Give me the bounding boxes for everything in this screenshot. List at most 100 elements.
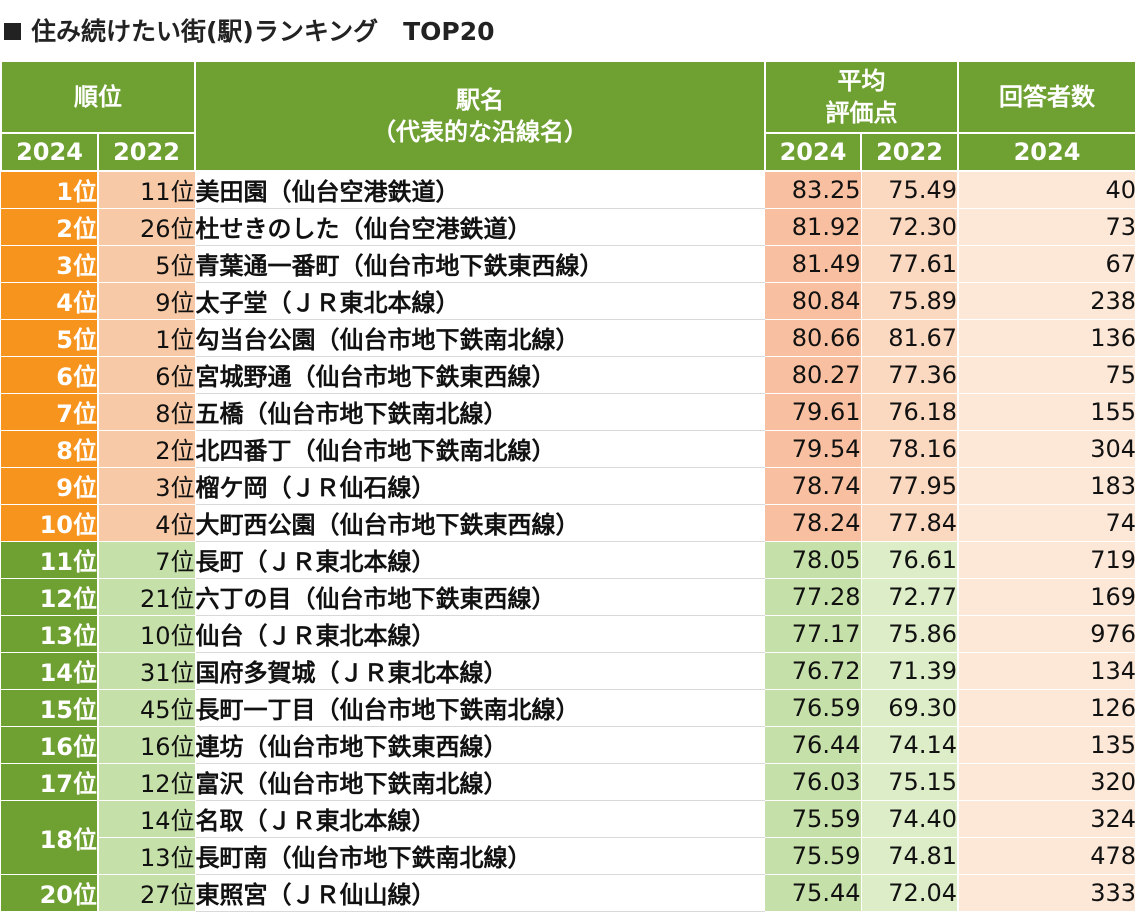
score-2022-cell: 75.49 (861, 171, 959, 209)
score-2024-cell: 77.28 (765, 578, 862, 616)
station-cell: 東照宮（ＪＲ仙山線） (195, 874, 765, 912)
station-cell: 仙台（ＪＲ東北本線） (195, 615, 765, 653)
station-cell: 連坊（仙台市地下鉄東西線） (195, 726, 765, 764)
header-rank-2024: 2024 (0, 132, 99, 172)
rank-2022-cell: 16位 (98, 726, 196, 764)
station-cell: 六丁の目（仙台市地下鉄東西線） (195, 578, 765, 616)
score-2022-cell: 72.77 (861, 578, 959, 616)
table-row: 1位 11位 美田園（仙台空港鉄道） 83.25 75.49 40 (1, 171, 1135, 209)
station-cell: 大町西公園（仙台市地下鉄東西線） (195, 504, 765, 542)
station-cell: 勾当台公園（仙台市地下鉄南北線） (195, 319, 765, 357)
score-2024-cell: 78.74 (765, 467, 862, 505)
score-2022-cell: 76.61 (861, 541, 959, 579)
score-2022-cell: 77.61 (861, 245, 959, 283)
rank-2024-cell: 4位 (1, 282, 99, 320)
count-cell: 136 (958, 319, 1135, 357)
count-cell: 135 (958, 726, 1135, 764)
rank-2024-cell: 9位 (1, 467, 99, 505)
score-2022-cell: 74.40 (861, 800, 959, 838)
table-row: 12位 21位 六丁の目（仙台市地下鉄東西線） 77.28 72.77 169 (1, 578, 1135, 616)
score-2024-cell: 75.59 (765, 837, 862, 875)
score-2022-cell: 71.39 (861, 652, 959, 690)
score-2024-cell: 76.03 (765, 763, 862, 801)
count-cell: 169 (958, 578, 1135, 616)
table-row: 20位 27位 東照宮（ＪＲ仙山線） 75.44 72.04 333 (1, 874, 1135, 912)
rank-2024-cell: 15位 (1, 689, 99, 727)
table-row: 5位 1位 勾当台公園（仙台市地下鉄南北線） 80.66 81.67 136 (1, 319, 1135, 357)
table-body: 1位 11位 美田園（仙台空港鉄道） 83.25 75.49 40 2位 26位 杜せきのした（… (1, 171, 1135, 912)
table-row: 15位 45位 長町一丁目（仙台市地下鉄南北線） 76.59 69.30 126 (1, 689, 1135, 727)
score-2022-cell: 81.67 (861, 319, 959, 357)
station-cell: 宮城野通（仙台市地下鉄東西線） (195, 356, 765, 394)
station-cell: 名取（ＪＲ東北本線） (195, 800, 765, 838)
table-row: 3位 5位 青葉通一番町（仙台市地下鉄東西線） 81.49 77.61 67 (1, 245, 1135, 283)
header-score-2022: 2022 (860, 132, 959, 172)
rank-2022-cell: 6位 (98, 356, 196, 394)
rank-2024-cell: 16位 (1, 726, 99, 764)
score-2024-cell: 78.24 (765, 504, 862, 542)
count-cell: 75 (958, 356, 1135, 394)
score-2022-cell: 78.16 (861, 430, 959, 468)
table-row: 11位 7位 長町（ＪＲ東北本線） 78.05 76.61 719 (1, 541, 1135, 579)
rank-2022-cell: 9位 (98, 282, 196, 320)
rank-2024-cell: 17位 (1, 763, 99, 801)
station-cell: 長町南（仙台市地下鉄南北線） (195, 837, 765, 875)
score-2024-cell: 79.61 (765, 393, 862, 431)
score-2024-cell: 75.44 (765, 874, 862, 912)
header-score: 平均 評価点 (764, 60, 959, 134)
table-row: 13位 長町南（仙台市地下鉄南北線） 75.59 74.81 478 (1, 837, 1135, 875)
rank-2024-cell: 6位 (1, 356, 99, 394)
rank-2022-cell: 13位 (98, 837, 196, 875)
score-2024-cell: 78.05 (765, 541, 862, 579)
station-cell: 北四番丁（仙台市地下鉄南北線） (195, 430, 765, 468)
rank-2022-cell: 12位 (98, 763, 196, 801)
rank-2024-cell: 18位 (1, 800, 99, 875)
header-rank-2022: 2022 (97, 132, 196, 172)
rank-2024-cell: 8位 (1, 430, 99, 468)
score-2024-cell: 79.54 (765, 430, 862, 468)
rank-2022-cell: 27位 (98, 874, 196, 912)
rank-2022-cell: 10位 (98, 615, 196, 653)
header-score-line1: 平均 (837, 67, 886, 95)
rank-2024-cell: 14位 (1, 652, 99, 690)
table-row: 10位 4位 大町西公園（仙台市地下鉄東西線） 78.24 77.84 74 (1, 504, 1135, 542)
header-count-2024: 2024 (957, 132, 1135, 172)
table-row: 17位 12位 富沢（仙台市地下鉄南北線） 76.03 75.15 320 (1, 763, 1135, 801)
count-cell: 324 (958, 800, 1135, 838)
score-2024-cell: 81.92 (765, 208, 862, 246)
page-title-text: 住み続けたい街(駅)ランキング TOP20 (31, 17, 495, 46)
header-score-line2: 評価点 (825, 99, 898, 127)
station-cell: 杜せきのした（仙台空港鉄道） (195, 208, 765, 246)
table-row: 2位 26位 杜せきのした（仙台空港鉄道） 81.92 72.30 73 (1, 208, 1135, 246)
station-cell: 国府多賀城（ＪＲ東北本線） (195, 652, 765, 690)
rank-2022-cell: 1位 (98, 319, 196, 357)
count-cell: 155 (958, 393, 1135, 431)
count-cell: 74 (958, 504, 1135, 542)
station-cell: 太子堂（ＪＲ東北本線） (195, 282, 765, 320)
station-cell: 五橋（仙台市地下鉄南北線） (195, 393, 765, 431)
rank-2022-cell: 8位 (98, 393, 196, 431)
rank-2022-cell: 3位 (98, 467, 196, 505)
score-2024-cell: 75.59 (765, 800, 862, 838)
square-bullet-icon (4, 23, 21, 40)
rank-2024-cell: 7位 (1, 393, 99, 431)
score-2024-cell: 77.17 (765, 615, 862, 653)
score-2022-cell: 75.15 (861, 763, 959, 801)
station-cell: 美田園（仙台空港鉄道） (195, 171, 765, 209)
header-count: 回答者数 (957, 60, 1135, 134)
rank-2022-cell: 14位 (98, 800, 196, 838)
score-2022-cell: 77.36 (861, 356, 959, 394)
score-2024-cell: 81.49 (765, 245, 862, 283)
count-cell: 40 (958, 171, 1135, 209)
rank-2024-cell: 1位 (1, 171, 99, 209)
rank-2022-cell: 21位 (98, 578, 196, 616)
score-2024-cell: 80.66 (765, 319, 862, 357)
rank-2024-cell: 20位 (1, 874, 99, 912)
score-2022-cell: 76.18 (861, 393, 959, 431)
table-row: 13位 10位 仙台（ＪＲ東北本線） 77.17 75.86 976 (1, 615, 1135, 653)
table-row: 4位 9位 太子堂（ＪＲ東北本線） 80.84 75.89 238 (1, 282, 1135, 320)
count-cell: 320 (958, 763, 1135, 801)
table-row: 8位 2位 北四番丁（仙台市地下鉄南北線） 79.54 78.16 304 (1, 430, 1135, 468)
count-cell: 67 (958, 245, 1135, 283)
score-2022-cell: 75.86 (861, 615, 959, 653)
